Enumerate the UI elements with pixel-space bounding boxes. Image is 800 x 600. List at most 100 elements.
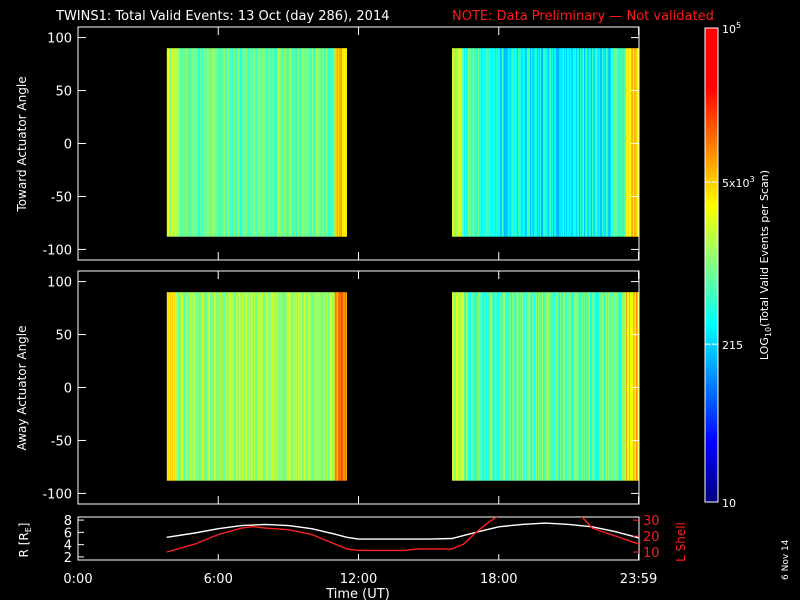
heatmap-column — [258, 48, 260, 237]
heatmap-column — [516, 292, 518, 481]
heatmap-column — [341, 48, 343, 237]
heatmap-column — [504, 292, 506, 481]
x-tick-label: 0:00 — [63, 572, 92, 587]
heatmap-column — [279, 292, 281, 481]
heatmap-column — [620, 292, 622, 481]
heatmap-column — [610, 292, 612, 481]
heatmap-column — [320, 48, 322, 237]
away-x-ticks — [77, 271, 640, 504]
heatmap-column — [494, 292, 496, 481]
heatmap-column — [256, 292, 258, 481]
heatmap-column — [309, 292, 311, 481]
heatmap-column — [548, 292, 550, 481]
heatmap-column — [166, 48, 168, 237]
heatmap-column — [265, 48, 267, 237]
y-tick-label: 50 — [55, 85, 72, 100]
heatmap-column — [551, 48, 553, 237]
heatmap-column — [232, 292, 234, 481]
heatmap-column — [258, 292, 260, 481]
heatmap-column — [633, 292, 635, 481]
heatmap-column — [635, 292, 637, 481]
x-tick-label: 6:00 — [204, 572, 233, 587]
heatmap-column — [475, 292, 477, 481]
heatmap-column — [629, 48, 631, 237]
heatmap-column — [614, 292, 616, 481]
heatmap-column — [533, 48, 535, 237]
heatmap-column — [562, 48, 564, 237]
heatmap-column — [184, 48, 186, 237]
heatmap-column — [456, 292, 458, 481]
heatmap-column — [493, 292, 495, 481]
heatmap-column — [612, 292, 614, 481]
toward-y-label: Toward Actuator Angle — [15, 76, 29, 212]
heatmap-column — [340, 48, 342, 237]
heatmap-column — [286, 48, 288, 237]
heatmap-column — [505, 292, 507, 481]
heatmap-column — [590, 292, 592, 481]
heatmap-column — [204, 48, 206, 237]
heatmap-column — [182, 48, 184, 237]
heatmap-column — [331, 292, 333, 481]
heatmap-column — [548, 48, 550, 237]
heatmap-column — [587, 48, 589, 237]
colorbar-tick-label: 105 — [722, 21, 741, 36]
colorbar-tick-label: 5x103 — [722, 175, 755, 190]
heatmap-column — [315, 292, 317, 481]
heatmap-column — [575, 292, 577, 481]
heatmap-column — [531, 48, 533, 237]
heatmap-column — [554, 48, 556, 237]
heatmap-column — [270, 292, 272, 481]
heatmap-column — [550, 48, 552, 237]
heatmap-column — [547, 292, 549, 481]
heatmap-column — [324, 48, 326, 237]
heatmap-column — [291, 292, 293, 481]
heatmap-column — [169, 292, 171, 481]
heatmap-column — [482, 292, 484, 481]
heatmap-column — [605, 48, 607, 237]
heatmap-column — [213, 48, 215, 237]
heatmap-column — [234, 292, 236, 481]
heatmap-column — [631, 292, 633, 481]
heatmap-column — [511, 48, 513, 237]
heatmap-column — [310, 292, 312, 481]
heatmap-column — [328, 292, 330, 481]
heatmap-column — [263, 48, 265, 237]
heatmap-column — [233, 48, 235, 237]
heatmap-column — [276, 48, 278, 237]
heatmap-column — [545, 48, 547, 237]
heatmap-column — [207, 292, 209, 481]
heatmap-column — [628, 292, 630, 481]
heatmap-column — [510, 48, 512, 237]
heatmap-column — [579, 48, 581, 237]
heatmap-column — [178, 48, 180, 237]
heatmap-column — [233, 292, 235, 481]
heatmap-column — [601, 48, 603, 237]
heatmap-column — [219, 292, 221, 481]
heatmap-column — [315, 48, 317, 237]
heatmap-column — [343, 48, 345, 237]
heatmap-column — [609, 48, 611, 237]
heatmap-column — [480, 292, 482, 481]
heatmap-column — [252, 48, 254, 237]
y-tick-label: 100 — [47, 32, 72, 47]
heatmap-column — [598, 292, 600, 481]
colorbar: 105 5x103 215 10 LOG10(Total Valid Events p… — [704, 21, 773, 510]
heatmap-column — [279, 48, 281, 237]
heatmap-column — [244, 48, 246, 237]
heatmap-column — [337, 292, 339, 481]
heatmap-column — [342, 292, 344, 481]
colorbar-label: LOG10(Total Valid Events per Scan) — [758, 170, 773, 360]
heatmap-column — [458, 292, 460, 481]
heatmap-column — [571, 292, 573, 481]
heatmap-column — [483, 48, 485, 237]
heatmap-column — [481, 48, 483, 237]
heatmap-column — [524, 48, 526, 237]
heatmap-column — [262, 292, 264, 481]
heatmap-column — [598, 48, 600, 237]
heatmap-column — [584, 48, 586, 237]
heatmap-column — [253, 292, 255, 481]
heatmap-column — [302, 292, 304, 481]
heatmap-column — [317, 48, 319, 237]
heatmap-column — [323, 48, 325, 237]
